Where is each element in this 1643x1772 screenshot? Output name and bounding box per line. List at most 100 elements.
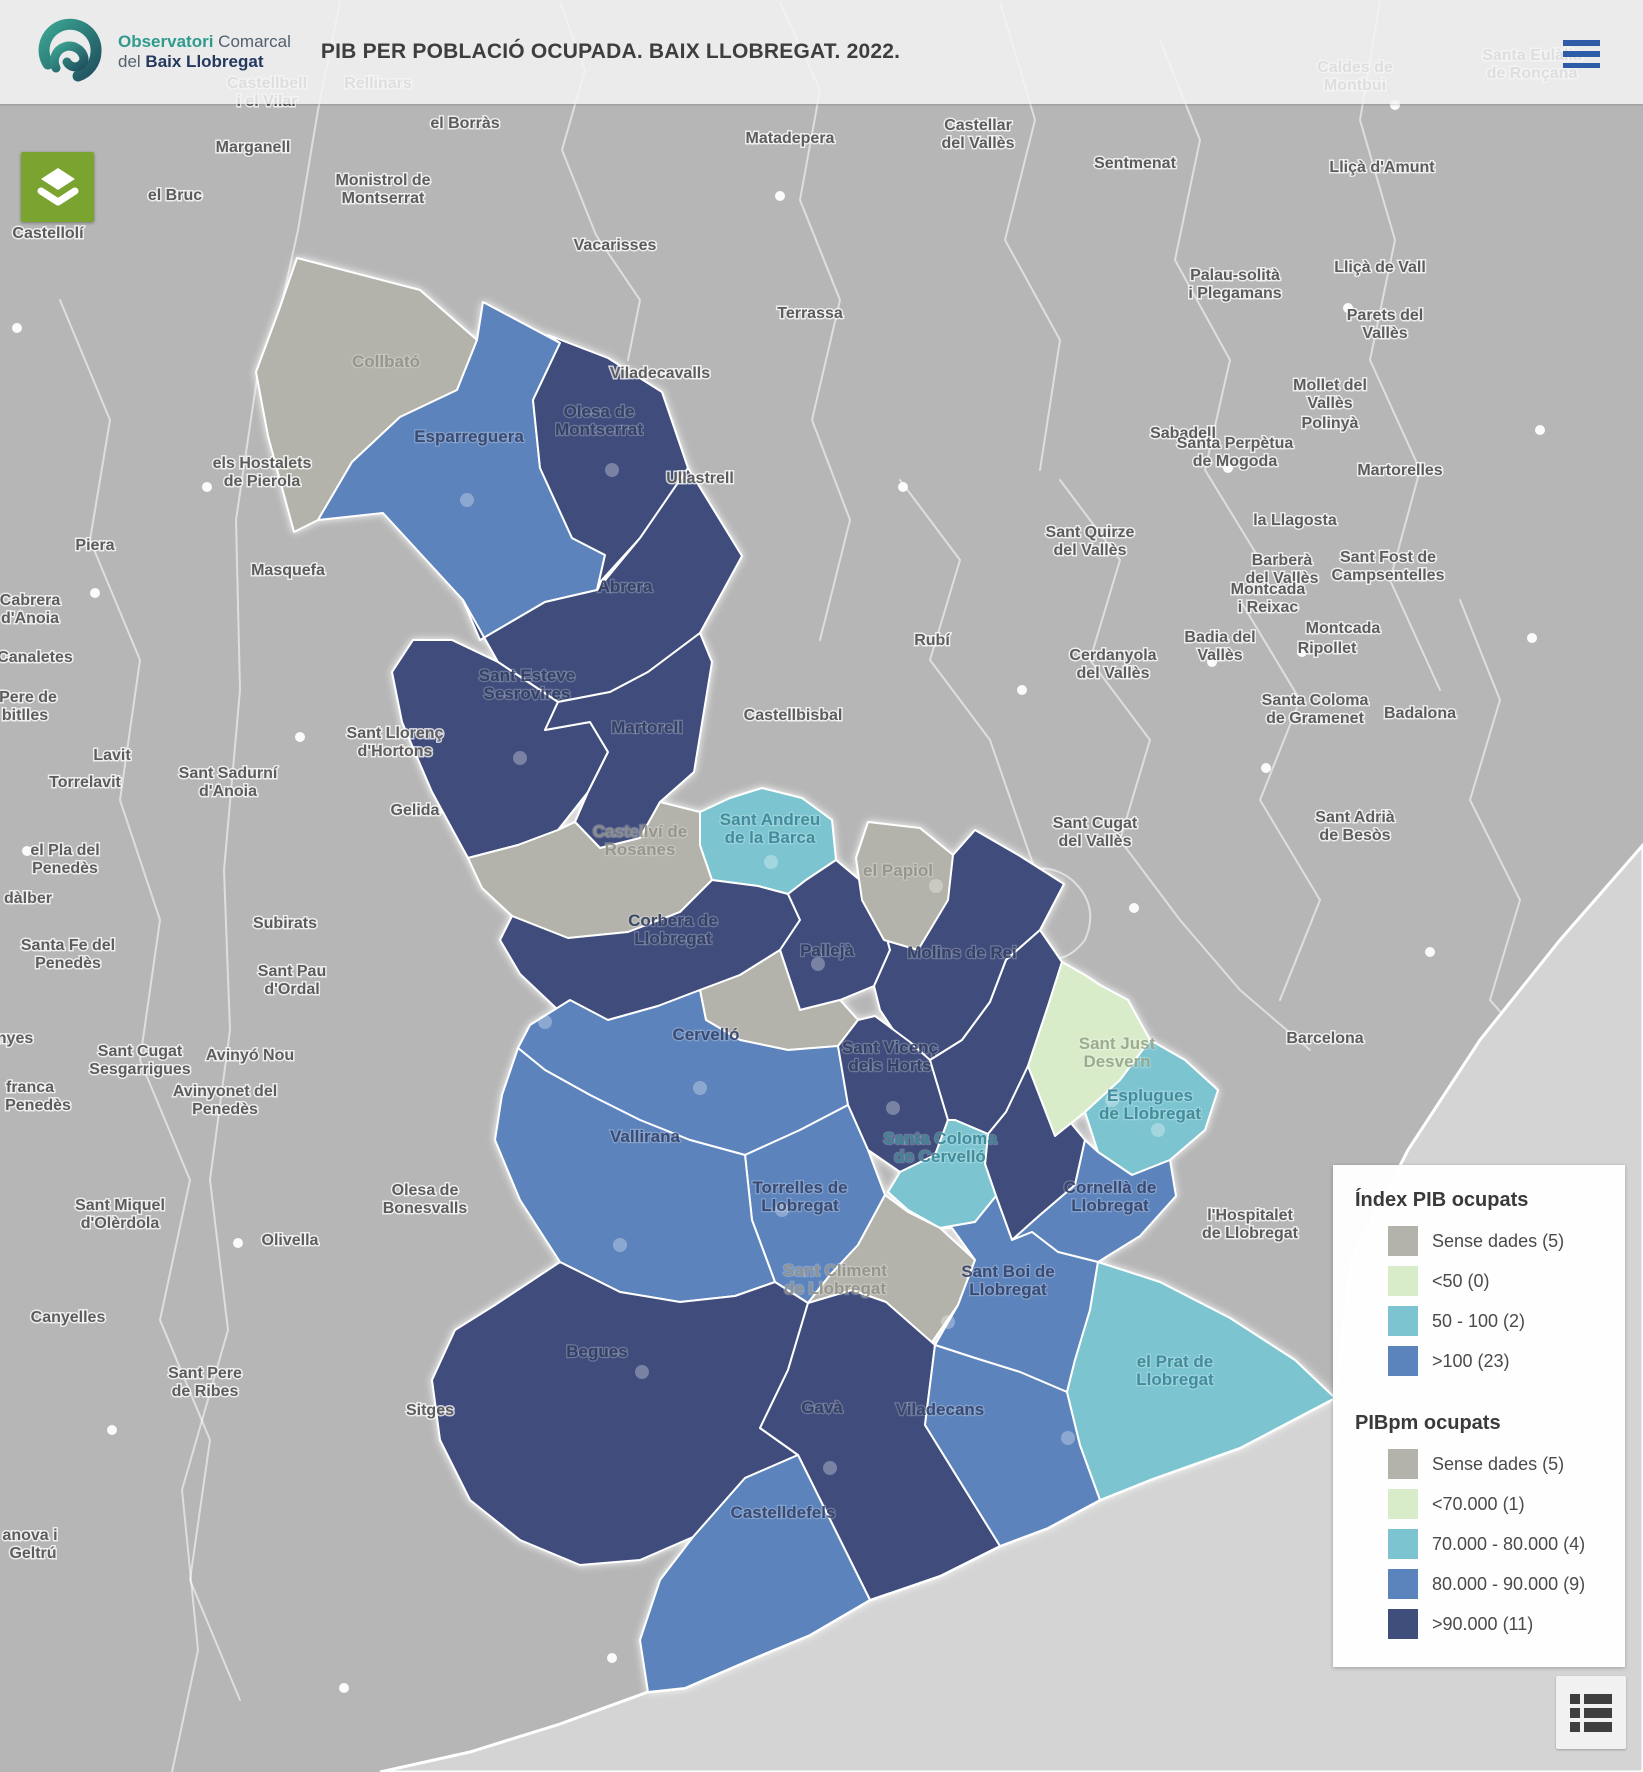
background-label: els Hostalets de Pierola [213,455,312,490]
region-gava[interactable] [759,1289,1001,1601]
region-label-molins-de-rei: Molins de Rei [907,943,1017,962]
legend-list-button[interactable] [1556,1676,1626,1749]
background-label: Matadepera [746,130,835,147]
legend-swatch [1388,1569,1418,1599]
town-dot [898,482,908,492]
legend-item: 80.000 - 90.000 (9) [1355,1569,1607,1599]
region-castelldefels[interactable] [639,1454,871,1693]
legend-item: <50 (0) [1355,1266,1607,1296]
background-label: Olesa de Bonesvalls [383,1182,468,1217]
region-el-prat-de-llobregat[interactable] [1066,1261,1336,1501]
hamburger-menu-button[interactable] [1563,40,1600,68]
town-dot [605,463,619,477]
background-label: dàlber [4,890,52,907]
legend-item: <70.000 (1) [1355,1489,1607,1519]
logo-line1-rest: Comarcal [218,32,291,51]
background-label: Sant Llorenç d'Hortons [347,725,444,760]
town-dot [460,493,474,507]
background-label: nyes [0,1030,33,1047]
logo[interactable]: Observatori Comarcal del Baix Llobregat [34,16,291,88]
background-label: el Borràs [430,115,499,132]
background-label: Cerdanyola del Vallès [1069,647,1156,682]
background-label: Masquefa [251,562,325,579]
logo-line2-prefix: del [118,52,141,71]
town-dot [1105,1093,1119,1107]
background-border [1359,1,1441,691]
region-label-vallirana: Vallirana [610,1127,680,1146]
region-label-santa-coloma-de-cervello: Santa Coloma de Cervelló [883,1129,997,1166]
background-label: Avinyó Nou [206,1047,294,1064]
legend-label: >100 (23) [1432,1350,1510,1371]
background-label: Barberà del Vallès [1246,552,1319,587]
legend-swatch [1388,1489,1418,1519]
town-dot [607,1653,617,1663]
legend-label: >90.000 (11) [1432,1613,1534,1634]
background-label: Badia del Vallès [1184,629,1255,664]
town-dot [886,1101,900,1115]
background-label: Barcelona [1286,1030,1363,1047]
background-label: Sabadell [1150,425,1216,442]
layers-button[interactable] [21,152,94,222]
background-label: Subirats [253,915,317,932]
legend-item: >100 (23) [1355,1346,1607,1376]
background-label: Mollet del Vallès [1293,377,1367,412]
region-label-collbato: Collbató [352,352,420,371]
region-label-sant-climent-de-llobregat: Sant Climent de Llobregat [783,1261,887,1298]
legend-swatch [1388,1306,1418,1336]
region-el-papiol[interactable] [855,821,954,951]
background-label: franca [6,1079,54,1096]
region-label-esparreguera: Esparreguera [414,427,524,446]
legend-swatch [1388,1609,1418,1639]
legend-item: 70.000 - 80.000 (4) [1355,1529,1607,1559]
background-label: Sant Cugat del Vallès [1053,815,1138,850]
legend-section-title: Índex PIB ocupats [1355,1189,1529,1211]
background-label: Santa Perpètua de Mogoda [1177,435,1294,470]
legend-label: Sense dades (5) [1432,1230,1565,1251]
background-label: Torrelavit [49,774,121,791]
town-dot [941,1315,955,1329]
legend-item: 50 - 100 (2) [1355,1306,1607,1336]
legend-swatch [1388,1449,1418,1479]
legend-item: Sense dades (5) [1355,1449,1607,1479]
town-dot [202,482,212,492]
background-label: Lliçà de Vall [1334,259,1426,276]
background-label: Castellar del Vallès [942,117,1015,152]
town-dot [1207,657,1217,667]
town-dot [764,855,778,869]
legend-item: Sense dades (5) [1355,1226,1607,1256]
header: Observatori Comarcal del Baix Llobregat … [0,0,1643,104]
background-label: Geltrú [9,1545,56,1562]
region-label-viladecans: Viladecans [896,1400,985,1419]
town-dot [929,879,943,893]
region-label-palleja: Pallejà [800,941,854,960]
town-dot [1017,685,1027,695]
layers-icon [37,168,78,206]
region-label-castellvi-de-rosanes: Castellví de Rosanes [593,822,688,859]
background-label: Castellbisbal [744,707,843,724]
town-dot [233,1238,243,1248]
background-label: Sentmenat [1094,155,1176,172]
legend-swatch [1388,1346,1418,1376]
background-label: anova i [2,1527,57,1544]
background-border [1059,479,1311,1051]
background-label: l'Hospitalet de Llobregat [1202,1207,1299,1242]
town-dot [1535,425,1545,435]
region-label-torrelles-de-llobregat: Torrelles de Llobregat [752,1178,847,1215]
town-dot [1151,1123,1165,1137]
region-label-abrera: Abrera [598,577,653,596]
region-label-martorell: Martorell [611,718,683,737]
town-dot [1527,633,1537,643]
legend-label: <50 (0) [1432,1270,1490,1291]
background-label: el Bruc [148,187,202,204]
region-label-begues: Begues [566,1342,627,1361]
legend-item: >90.000 (11) [1355,1609,1607,1639]
region-label-el-prat-de-llobregat: el Prat de Llobregat [1136,1352,1214,1389]
region-label-corbera-de-llobregat: Corbera de Llobregat [628,911,718,948]
region-label-esplugues-de-llobregat: Esplugues de Llobregat [1099,1086,1201,1123]
background-label: Terrassa [777,305,843,322]
background-label: Sant Pau d'Ordal [258,963,326,998]
background-label: Vacarisses [574,237,657,254]
region-santa-coloma-de-cervello[interactable] [887,1119,997,1229]
legend-panel: Índex PIB ocupats Sense dades (5) <50 (0) 5… [1333,1165,1625,1667]
